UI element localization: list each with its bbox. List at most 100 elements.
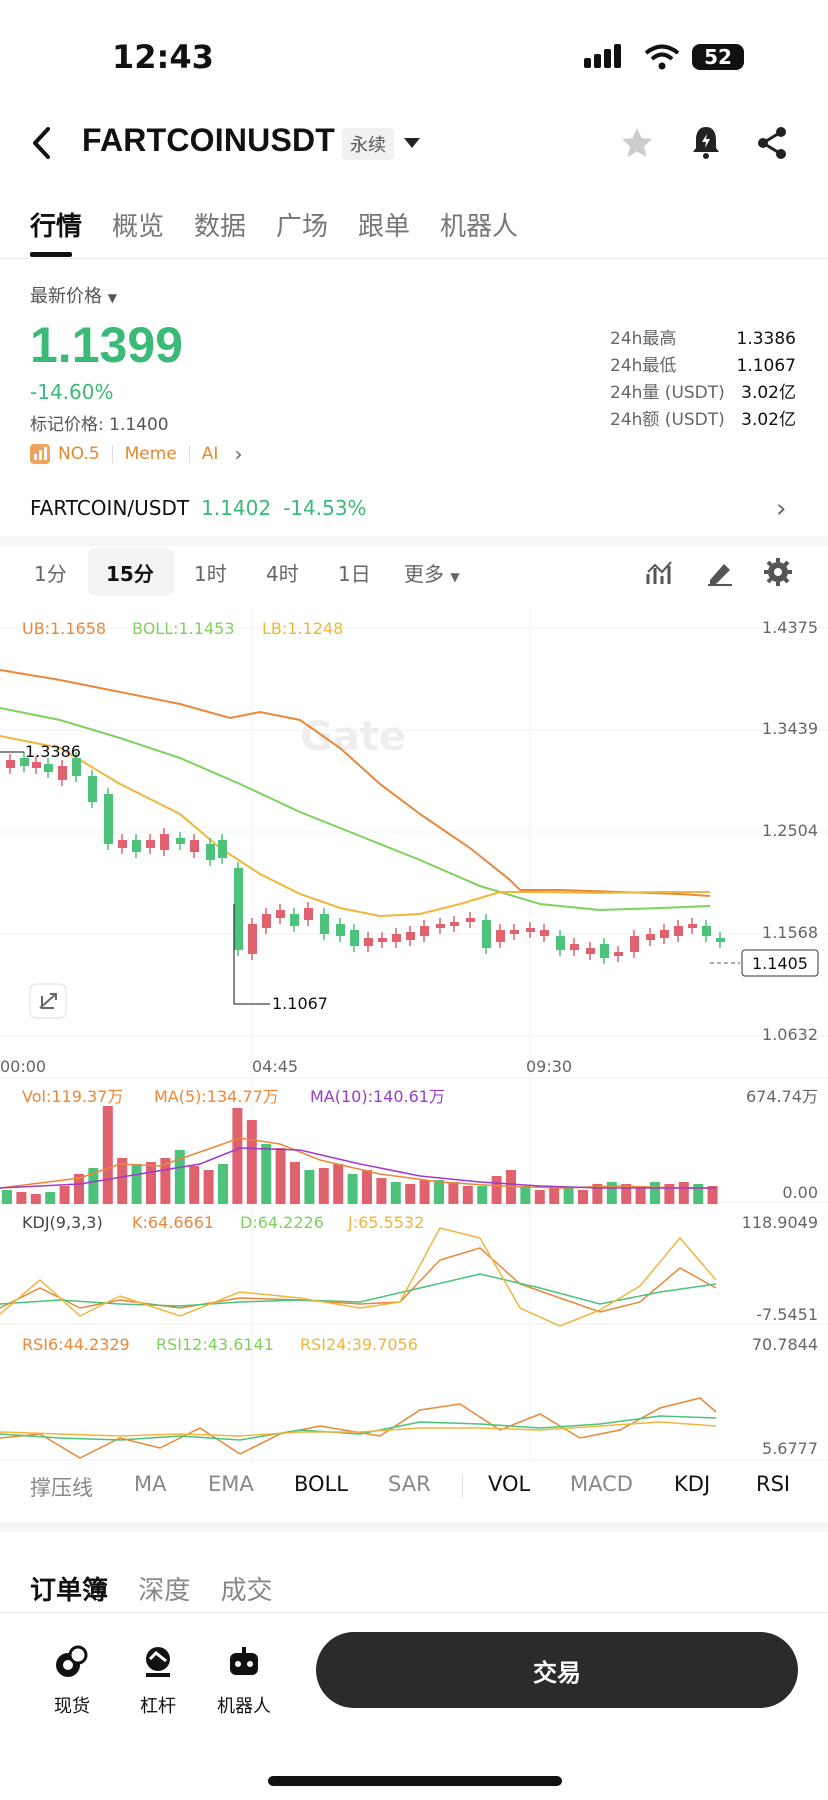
- indicator-kdj[interactable]: KDJ: [674, 1472, 711, 1496]
- volume-bar: [74, 1174, 84, 1204]
- active-tab-indicator: [30, 252, 72, 257]
- tab-overview[interactable]: 概览: [112, 212, 165, 242]
- divider: [462, 1476, 463, 1498]
- candle-body: [304, 908, 313, 920]
- indicator-ma[interactable]: MA: [134, 1472, 167, 1496]
- divider: [188, 445, 190, 463]
- draw-pen-icon[interactable]: [706, 558, 734, 586]
- candle-body: [88, 776, 97, 802]
- candle-body: [20, 758, 29, 766]
- tab-depth[interactable]: 深度: [138, 1576, 191, 1606]
- trade-button[interactable]: 交易: [316, 1632, 798, 1708]
- tab-square[interactable]: 广场: [276, 212, 329, 242]
- price-alert-icon[interactable]: [690, 124, 722, 160]
- indicator-macd[interactable]: MACD: [570, 1472, 633, 1496]
- spot-pair-row[interactable]: FARTCOIN/USDT 1.1402 -14.53%: [30, 496, 367, 520]
- rsi24-line: [0, 1421, 717, 1437]
- symbol-dropdown-icon[interactable]: [404, 138, 420, 150]
- mark-price: 标记价格: 1.1400: [30, 415, 169, 435]
- volume-bar: [189, 1166, 200, 1204]
- legend-kdj-j: J:65.5532: [347, 1213, 424, 1232]
- candle-body: [160, 834, 169, 850]
- indicator-sar[interactable]: SAR: [388, 1472, 431, 1496]
- contract-type-tag: 永续: [342, 128, 394, 160]
- rsi-axis-label: 70.7844: [752, 1335, 818, 1354]
- share-icon[interactable]: [756, 126, 788, 160]
- indicator-ema[interactable]: EMA: [208, 1472, 254, 1496]
- volume-bar: [232, 1108, 243, 1204]
- indicator-vol[interactable]: VOL: [488, 1472, 531, 1496]
- star-icon[interactable]: [620, 126, 654, 160]
- vol-axis-label: 0.00: [782, 1183, 818, 1202]
- volume-bar: [102, 1106, 113, 1204]
- last-price: 1.1399: [30, 317, 183, 373]
- volume-bar: [246, 1120, 257, 1204]
- legend-rsi24: RSI24:39.7056: [300, 1335, 418, 1354]
- candle-body: [436, 924, 445, 928]
- nav-margin[interactable]: 杠杆: [118, 1645, 198, 1718]
- candle-body: [146, 840, 155, 848]
- tab-market[interactable]: 行情: [30, 212, 83, 242]
- price-axis-label: 1.3439: [762, 719, 818, 738]
- legend-kdj-d: D:64.2226: [240, 1213, 324, 1232]
- vol-axis-label: 674.74万: [746, 1087, 818, 1106]
- status-time: 12:43: [112, 38, 214, 76]
- volume-bar: [621, 1184, 632, 1204]
- tab-trades[interactable]: 成交: [220, 1576, 273, 1606]
- tag-ai[interactable]: AI: [201, 444, 219, 464]
- interval-1h[interactable]: 1时: [194, 562, 227, 586]
- stat-value: 1.1067: [736, 356, 796, 376]
- chevron-right-icon[interactable]: ›: [776, 494, 787, 524]
- candle-body: [58, 766, 67, 780]
- tab-copy-trading[interactable]: 跟单: [358, 212, 411, 242]
- indicator-boll[interactable]: BOLL: [294, 1472, 348, 1496]
- nav-robot[interactable]: 机器人: [204, 1645, 284, 1718]
- price-change-percent: -14.60%: [30, 380, 114, 404]
- tag-chips[interactable]: NO.5 Meme AI ›: [30, 442, 242, 466]
- volume-bar: [549, 1186, 560, 1204]
- candle-body: [248, 924, 257, 954]
- legend-kdj: KDJ(9,3,3): [22, 1213, 103, 1232]
- volume-bar: [520, 1186, 531, 1204]
- chevron-right-icon[interactable]: ›: [234, 442, 243, 466]
- volume-bar: [160, 1158, 171, 1204]
- margin-icon: [146, 1647, 170, 1677]
- interval-4h[interactable]: 4时: [266, 562, 299, 586]
- legend-vol-ma5: MA(5):134.77万: [154, 1087, 279, 1106]
- candle-body: [614, 952, 623, 956]
- interval-more[interactable]: 更多 ▼: [404, 558, 460, 587]
- kdj-axis-label: -7.5451: [756, 1305, 818, 1324]
- tab-data[interactable]: 数据: [194, 212, 247, 242]
- volume-bar: [304, 1170, 315, 1204]
- time-axis-label: 00:00: [0, 1057, 46, 1076]
- tab-bots[interactable]: 机器人: [440, 212, 519, 242]
- kline-chart[interactable]: Gate UB:1.1658 BOLL:1.1453 LB:1.1248 1.4…: [0, 608, 828, 1464]
- interval-15m[interactable]: 15分: [106, 562, 154, 586]
- stat-value: 1.3386: [736, 329, 796, 349]
- volume-bar: [347, 1174, 358, 1204]
- symbol-title[interactable]: FARTCOINUSDT: [82, 122, 336, 158]
- boll-lines: [0, 669, 711, 918]
- nav-spot[interactable]: 现货: [32, 1645, 112, 1718]
- settings-gear-icon[interactable]: [764, 558, 792, 586]
- current-price-box: [741, 949, 819, 977]
- candle-body: [350, 930, 359, 946]
- candle-body: [378, 938, 387, 942]
- kdj-j-line: [0, 1227, 717, 1327]
- indicator-support-resistance[interactable]: 撑压线: [30, 1476, 93, 1500]
- interval-1d[interactable]: 1日: [338, 562, 371, 586]
- candle-body: [32, 762, 41, 768]
- home-indicator: [268, 1776, 562, 1786]
- volume-bar: [462, 1186, 473, 1204]
- tab-orderbook[interactable]: 订单簿: [30, 1576, 109, 1606]
- tag-meme[interactable]: Meme: [124, 444, 177, 464]
- back-icon[interactable]: [30, 126, 54, 160]
- interval-1m[interactable]: 1分: [34, 562, 67, 586]
- candle-body: [72, 758, 81, 776]
- active-interval-bg: [88, 548, 174, 596]
- candle-body: [420, 926, 429, 936]
- indicator-icon[interactable]: [646, 560, 674, 586]
- rank-chip[interactable]: NO.5: [58, 444, 100, 464]
- indicator-rsi[interactable]: RSI: [756, 1472, 791, 1496]
- price-type-selector[interactable]: 最新价格 ▼: [30, 282, 117, 308]
